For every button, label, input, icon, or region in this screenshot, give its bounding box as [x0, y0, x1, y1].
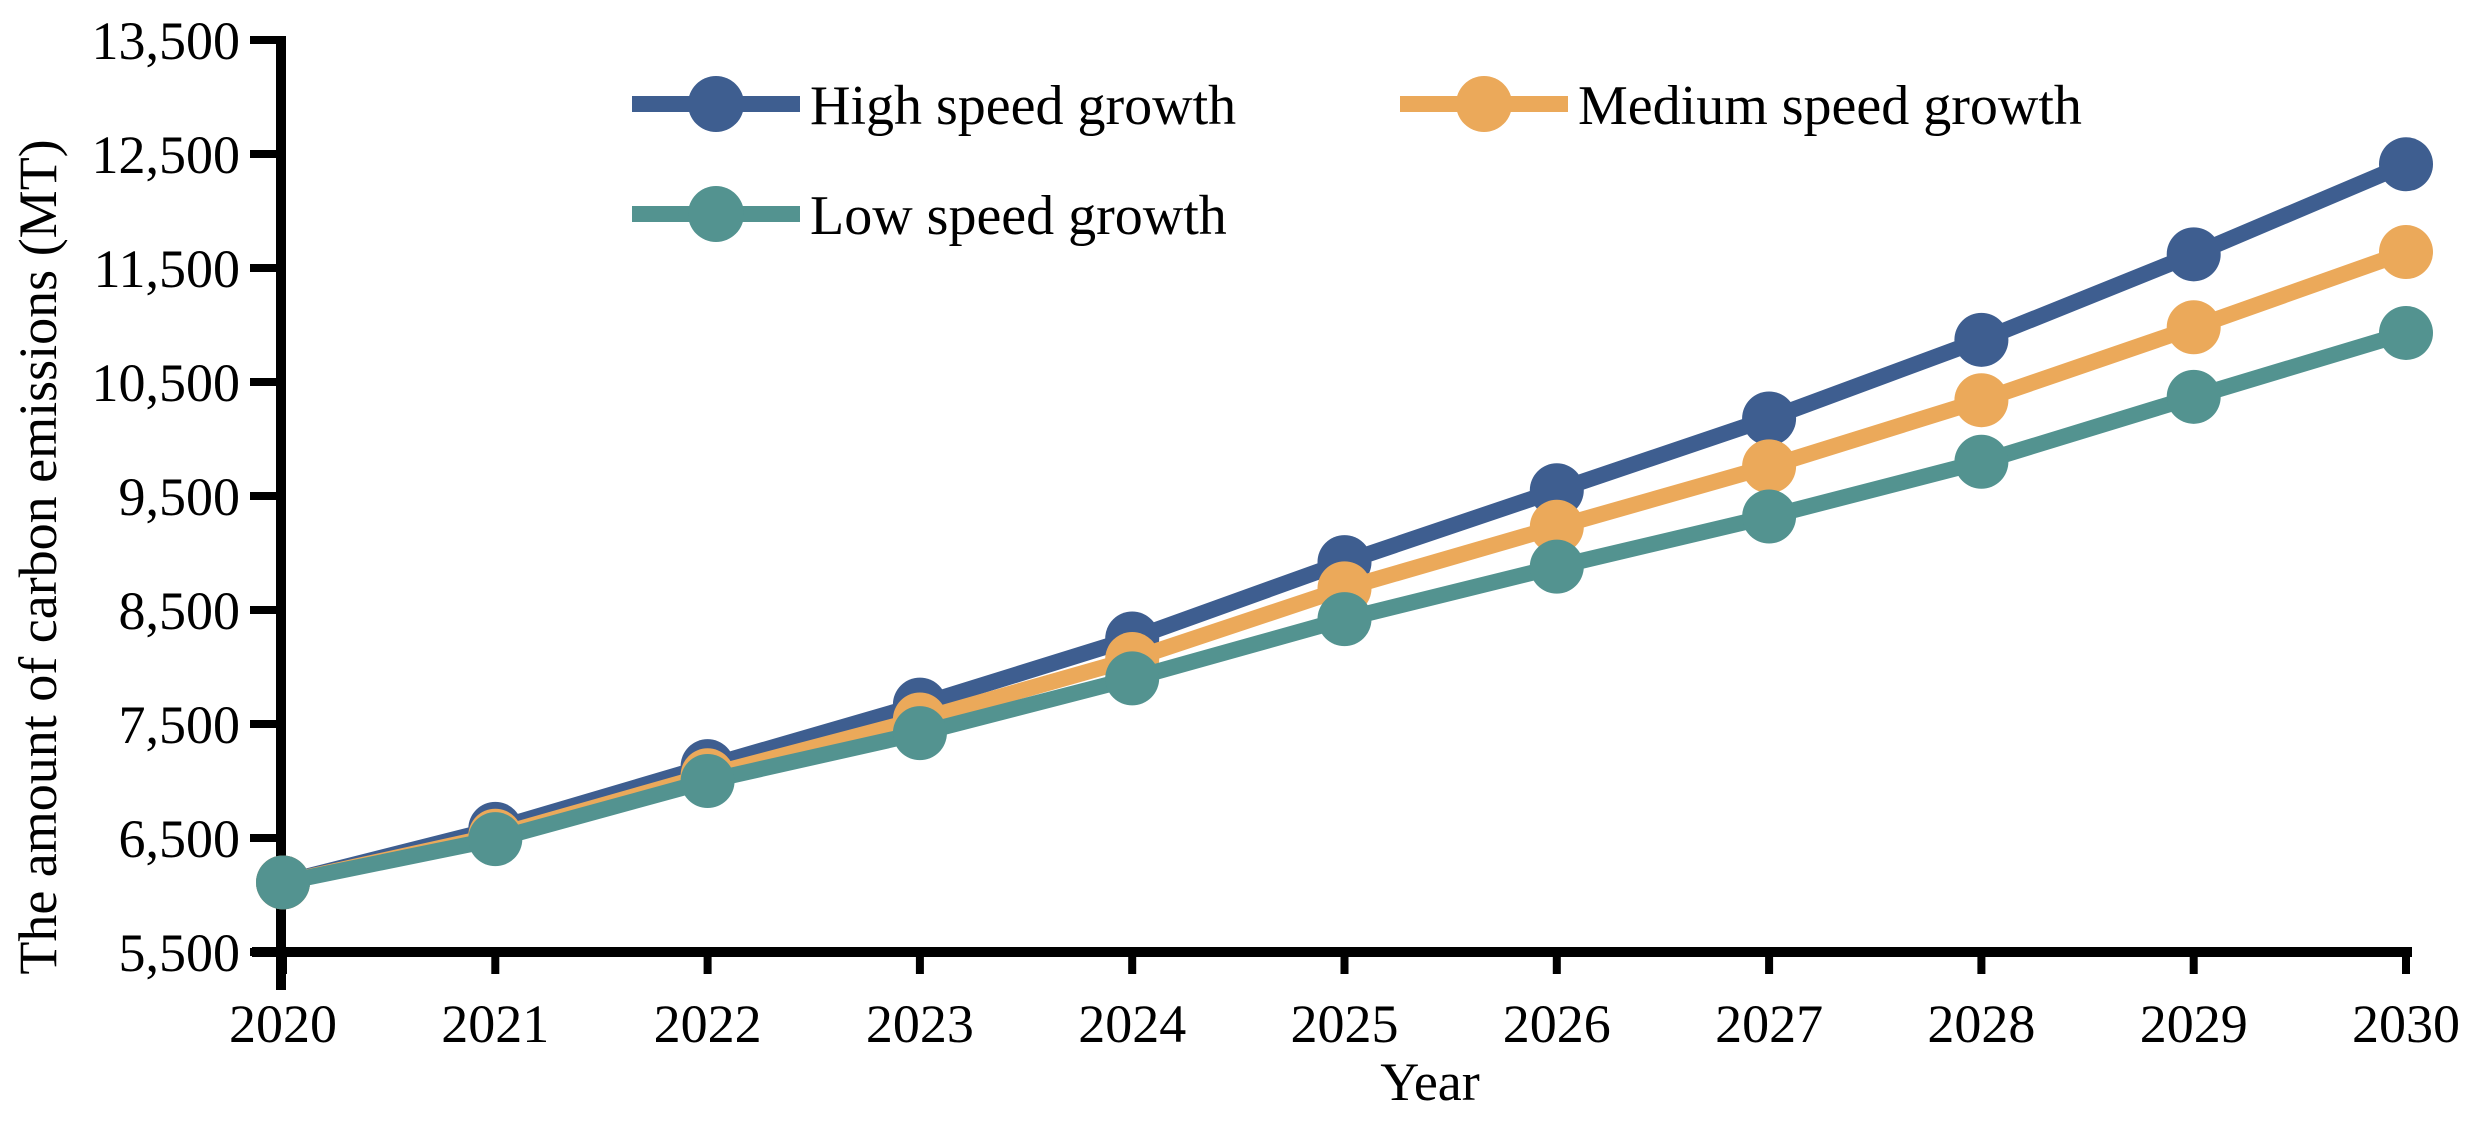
x-tick: [703, 952, 712, 974]
x-tick: [1977, 952, 1986, 974]
x-tick-label: 2021: [441, 994, 549, 1054]
data-point-marker: [1954, 312, 2009, 367]
x-tick-label: 2020: [229, 994, 337, 1054]
legend-item-medium-speed-growth: Medium speed growth: [1400, 75, 2082, 137]
legend-circle-icon: [688, 76, 744, 132]
data-point-marker: [1742, 391, 1797, 446]
data-point-marker: [1317, 592, 1372, 647]
x-tick: [491, 952, 500, 974]
x-tick-label: 2024: [1078, 994, 1186, 1054]
x-tick: [1765, 952, 1774, 974]
x-tick: [915, 952, 924, 974]
y-tick-label: 12,500: [92, 125, 241, 185]
y-tick: [250, 948, 278, 956]
data-point-marker: [1529, 539, 1584, 594]
x-axis-title: Year: [1380, 1052, 1480, 1112]
y-tick-label: 9,500: [119, 467, 241, 527]
legend-label-low-speed-growth: Low speed growth: [810, 185, 1227, 247]
y-tick: [250, 150, 278, 158]
data-point-marker: [1954, 434, 2009, 489]
axes: 5,500 6,500 7,500 8,500 9,500 10,500 11,500 12,…: [92, 11, 2461, 1054]
legend-label-high-speed-growth: High speed growth: [810, 75, 1236, 137]
data-point-marker: [1105, 651, 1160, 706]
data-point-marker: [1954, 373, 2009, 428]
x-tick: [1128, 952, 1137, 974]
y-tick: [250, 492, 278, 500]
data-point-marker: [2166, 227, 2221, 282]
data-point-marker: [680, 754, 735, 808]
x-axis-line: [252, 947, 2412, 957]
data-point-marker: [2379, 137, 2433, 192]
x-tick-label: 2030: [2352, 994, 2460, 1054]
x-tick: [2189, 952, 2198, 974]
y-tick-label: 8,500: [119, 581, 241, 641]
legend-circle-icon: [688, 186, 744, 242]
x-tick: [1340, 952, 1349, 974]
data-point-marker: [256, 855, 310, 910]
x-tick-label: 2027: [1715, 994, 1823, 1054]
data-point-marker: [468, 812, 523, 867]
data-point-marker: [1742, 489, 1797, 544]
x-tick: [1552, 952, 1561, 974]
x-tick-label: 2028: [1927, 994, 2035, 1054]
data-point-marker: [1529, 499, 1584, 554]
data-point-marker: [892, 706, 947, 761]
x-tick-label: 2029: [2140, 994, 2248, 1054]
data-point-marker: [2379, 305, 2433, 360]
legend-item-high-speed-growth: High speed growth: [632, 75, 1236, 137]
x-tick-label: 2022: [654, 994, 762, 1054]
x-tick: [2402, 952, 2410, 974]
series-line-0: [281, 156, 2410, 891]
data-point-marker: [2379, 225, 2433, 280]
x-tick-label: 2026: [1503, 994, 1611, 1054]
y-axis-line: [276, 36, 286, 990]
legend-circle-icon: [1456, 76, 1512, 132]
y-tick-label: 11,500: [94, 239, 241, 299]
legend: High speed growth Medium speed growth Lo…: [632, 75, 2082, 247]
data-point-marker: [2166, 369, 2221, 424]
legend-item-low-speed-growth: Low speed growth: [632, 185, 1227, 247]
x-tick-label: 2025: [1291, 994, 1399, 1054]
y-tick-label: 5,500: [119, 923, 241, 983]
y-tick-label: 7,500: [119, 695, 241, 755]
y-tick: [250, 834, 278, 842]
x-tick: [279, 952, 287, 974]
data-point-marker: [1742, 439, 1797, 494]
y-tick: [250, 720, 278, 728]
legend-label-medium-speed-growth: Medium speed growth: [1578, 75, 2082, 137]
data-point-marker: [2166, 300, 2221, 355]
y-tick: [250, 36, 278, 44]
y-tick-label: 6,500: [119, 809, 241, 869]
y-tick-label: 13,500: [92, 11, 241, 71]
x-tick-label: 2023: [866, 994, 974, 1054]
y-tick: [250, 264, 278, 272]
y-tick-label: 10,500: [92, 353, 241, 413]
y-tick: [250, 606, 278, 614]
y-tick: [250, 378, 278, 386]
series-group: [256, 137, 2433, 910]
y-axis-title: The amount of carbon emissions (MT): [8, 139, 68, 974]
